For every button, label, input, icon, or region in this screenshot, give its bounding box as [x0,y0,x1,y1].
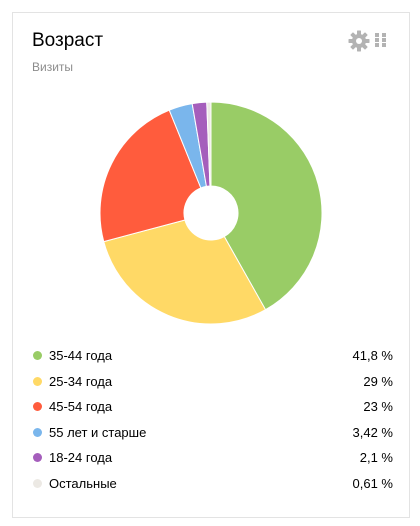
legend-label: 55 лет и старше [49,424,147,440]
legend-swatch [33,351,42,360]
legend-value: 3,42 % [352,424,393,440]
legend-item[interactable]: Остальные 0,61 % [31,471,393,497]
widget-subtitle: Визиты [32,60,74,74]
chart-legend: 35-44 года 41,8 % 25-34 года 29 % 45-54 года… [31,343,393,496]
pie-slice[interactable] [206,101,212,187]
legend-value: 2,1 % [359,450,393,465]
legend-value: 29 % [363,373,393,389]
widget-title: Возраст [32,30,104,51]
legend-swatch [33,478,42,488]
legend-item[interactable]: 18-24 года 2,1 % [31,445,393,471]
pie-slice[interactable] [210,101,323,311]
legend-label: 35-44 года [49,348,113,363]
legend-value: 0,61 % [352,475,393,491]
legend-swatch [33,427,42,437]
legend-value: 41,8 % [352,348,393,363]
legend-label: 45-54 года [49,399,113,414]
legend-label: 25-34 года [49,373,113,389]
legend-value: 23 % [363,399,393,414]
legend-label: 18-24 года [49,450,113,465]
gear-icon[interactable] [348,30,370,52]
age-widget: Возраст Визиты 35-44 года 41,8 % 25-34 год… [12,12,410,518]
legend-swatch [33,376,42,386]
drag-handle-icon[interactable] [375,33,387,47]
pie-slice[interactable] [99,109,202,243]
legend-swatch [33,402,42,411]
donut-chart [99,101,323,325]
legend-label: Остальные [49,475,117,491]
pie-slice[interactable] [103,219,267,325]
legend-item[interactable]: 35-44 года 41,8 % [31,343,393,369]
legend-item[interactable]: 25-34 года 29 % [31,369,393,395]
legend-item[interactable]: 45-54 года 23 % [31,394,393,420]
legend-item[interactable]: 55 лет и старше 3,42 % [31,420,393,446]
legend-swatch [33,453,42,462]
